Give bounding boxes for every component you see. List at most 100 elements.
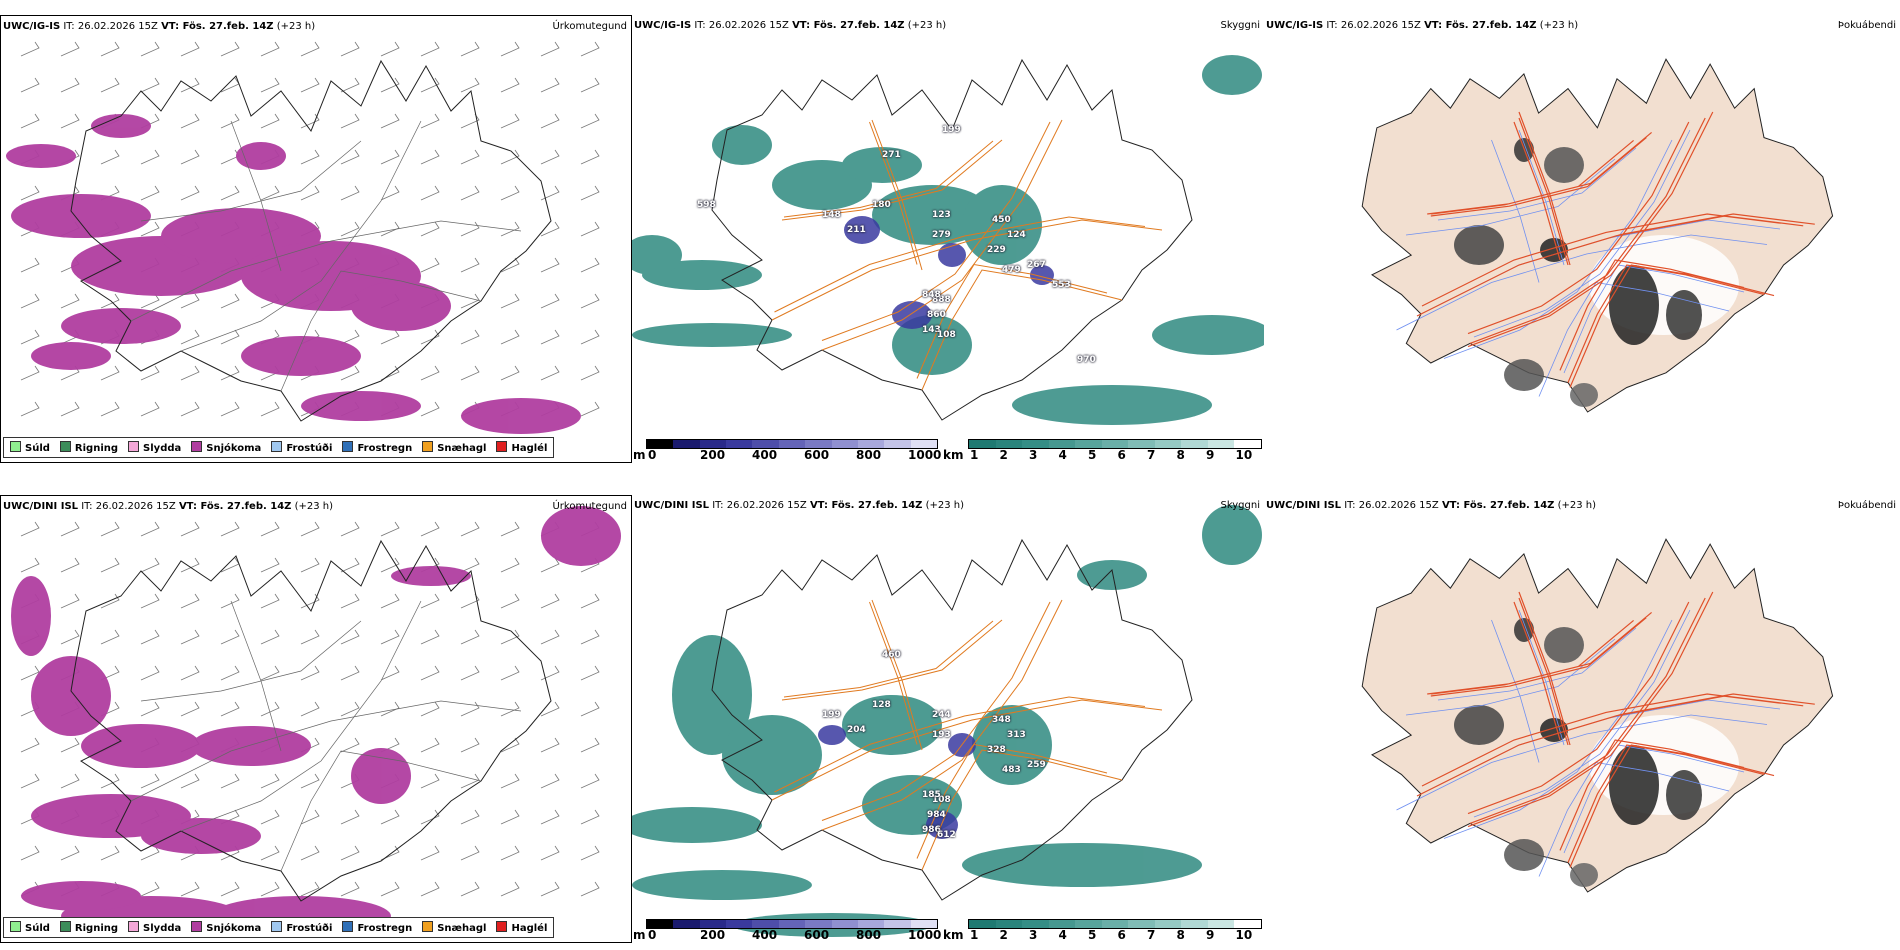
cloud-base-value: 204 [847,725,866,735]
init-label: IT: [63,21,78,32]
legend-swatch [191,441,203,452]
legend-swatch [10,921,21,932]
colorbar-segment [1207,440,1235,448]
legend-swatch [342,921,354,932]
cloud-base-value: 128 [872,700,891,710]
precip-map [11,506,621,936]
cloud-base-unit: m [633,928,646,942]
colorbar-segment [857,920,885,928]
cloud-base-value: 124 [1007,230,1026,240]
legend-label: Snjókoma [206,923,262,934]
row-ig-is: UWC/IG-IS IT: 26.02.2026 15Z VT: Fös. 27… [0,15,1900,465]
legend-label: Snæhagl [437,923,487,934]
valid-time: Fös. 27.feb. 14Z [200,501,292,512]
legend-item-haglél: Haglél [496,921,547,934]
colorbar-segment [1181,920,1208,928]
legend-swatch [10,441,21,452]
legend-label: Súld [25,443,50,454]
legend-swatch [422,441,434,452]
colorbar-segment [969,920,996,928]
colorbar-segment [1181,440,1208,448]
init-label: IT: [1344,500,1359,511]
cloud-base-value: 848 [922,290,941,300]
cloud-base-value: 313 [1007,730,1026,740]
colorbar-tick: 6 [1117,448,1126,462]
visibility-unit: km [943,448,964,462]
legend-swatch [496,441,508,452]
lead-time: (+23 h) [294,501,334,512]
lead-time: (+23 h) [1539,20,1579,31]
colorbar-tick: 800 [856,928,882,942]
legend-item-frostúði: Frostúði [271,441,332,454]
legend-swatch [128,441,140,452]
colorbar-tick: 1 [970,448,979,462]
colorbar-segment [805,920,832,928]
colorbar-tick: 9 [1206,928,1215,942]
row-dini-isl: UWC/DINI ISL IT: 26.02.2026 15Z VT: Fös.… [0,495,1900,945]
cloud-base-value: 860 [927,310,946,320]
cloud-base-value: 460 [882,650,901,660]
fog-map [1361,538,1834,893]
legend-swatch [422,921,434,932]
legend-item-slydda: Slydda [128,921,181,934]
precip-type-panel: UWC/IG-IS IT: 26.02.2026 15Z VT: Fös. 27… [0,15,632,463]
visibility-map [632,505,1262,937]
valid-label: VT: [792,20,814,31]
colorbar-segment [831,920,858,928]
colorbar-segment [884,920,911,928]
colorbar-tick: 0 [648,928,657,942]
init-time: 26.02.2026 15Z [1340,20,1421,31]
legend-label: Snæhagl [437,443,487,454]
init-time: 26.02.2026 15Z [708,20,789,31]
colorbar-segment [1022,920,1049,928]
cloud-base-value: 244 [932,710,951,720]
colorbar-tick: 7 [1147,448,1156,462]
cloud-base-value: 348 [992,715,1011,725]
valid-time: Fös. 27.feb. 14Z [813,20,905,31]
legend-swatch [496,921,508,932]
colorbar-segment [647,920,674,928]
cloud-base-bar [646,439,938,449]
init-time: 26.02.2026 15Z [1358,500,1439,511]
cloud-base-value: 553 [1052,280,1071,290]
precip-title: Úrkomutegund [552,21,627,32]
colorbar-segment [1101,440,1129,448]
colorbar-segment [726,440,753,448]
valid-time: Fös. 27.feb. 14Z [1445,20,1537,31]
cloud-base-value: 185 [922,790,941,800]
cloud-base-value: 483 [1002,765,1021,775]
model-name: UWC/DINI ISL [1266,500,1342,511]
precip-type-panel: UWC/DINI ISL IT: 26.02.2026 15Z VT: Fös.… [0,495,632,943]
valid-time: Fös. 27.feb. 14Z [182,21,274,32]
cloud-base-value: 267 [1027,260,1046,270]
colorbar-tick: 2 [999,928,1008,942]
cloud-base-colorbar: m 0 200 400 600 800 1000 [632,915,942,945]
precip-title: Úrkomutegund [552,501,627,512]
legend-item-snæhagl: Snæhagl [422,921,486,934]
colorbar-tick: 8 [1176,448,1185,462]
colorbar-segment [752,920,779,928]
colorbar-tick: 1 [970,928,979,942]
visibility-panel: 271 148 180 123 450 124 211 279 229 479 267 888 848 8… [632,15,1264,463]
fog-index-panel: UWC/DINI ISL IT: 26.02.2026 15Z VT: Fös.… [1264,495,1900,943]
colorbar-tick: 8 [1176,928,1185,942]
cloud-base-value: 143 [922,325,941,335]
fog-index-panel: UWC/IG-IS IT: 26.02.2026 15Z VT: Fös. 27… [1264,15,1900,463]
cloud-base-value: 180 [872,200,891,210]
colorbar-tick: 600 [804,448,830,462]
colorbar-segment [857,440,885,448]
legend-item-slydda: Slydda [128,441,181,454]
cloud-base-value: 199 [822,710,841,720]
init-time: 26.02.2026 15Z [77,21,158,32]
cloud-base-value: 450 [992,215,1011,225]
legend-item-rigning: Rigning [59,441,118,454]
colorbar-tick: 1000 [908,928,942,942]
colorbar-tick: 200 [700,928,726,942]
legend-item-frostregn: Frostregn [342,441,412,454]
cloud-base-value: 199 [942,125,961,135]
precip-map [6,41,600,434]
legend-item-snjókoma: Snjókoma [191,921,261,934]
colorbar-tick: 1000 [908,448,942,462]
fog-title: Þokuábendi [1837,500,1896,511]
cloud-base-unit: m [633,448,646,462]
